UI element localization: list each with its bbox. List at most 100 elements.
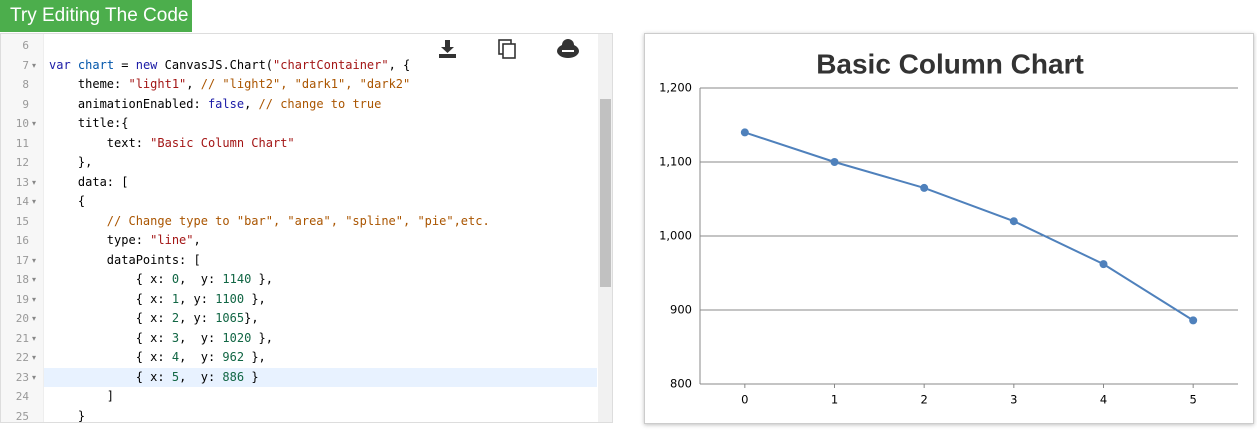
line-number: 10	[15, 117, 29, 130]
code-token: }	[49, 408, 86, 423]
code-token: 1065	[215, 311, 245, 325]
data-point	[1099, 260, 1108, 269]
code-token: { x:	[49, 369, 172, 384]
code-line: ]	[49, 387, 114, 407]
code-token: }	[244, 369, 259, 384]
copy-icon[interactable]	[498, 39, 516, 59]
x-tick-label: 3	[1010, 393, 1017, 407]
line-number: 17	[15, 253, 29, 267]
code-token: 1	[171, 291, 180, 306]
code-editor[interactable]: 6 7 ▾ 8 9 10 ▾ 11 12 13 ▾ 14 ▾ 15 16 17 ▾ 18 ▾ 19 ▾ 20 ▾ 21 ▾ 22 ▾…	[0, 33, 613, 423]
code-line: dataPoints: [	[49, 251, 201, 271]
code-token: , y:	[179, 311, 216, 325]
line-number: 11	[15, 136, 29, 150]
data-point	[740, 128, 749, 137]
code-token: },	[49, 155, 93, 169]
code-token: , y:	[179, 369, 223, 384]
code-line: theme: "light1", // "light2", "dark1", "…	[49, 75, 410, 95]
data-point	[830, 158, 839, 166]
code-line: { x: 5, y: 886 }	[49, 368, 259, 388]
cloud-icon[interactable]	[557, 39, 579, 58]
line-number: 23	[15, 370, 29, 384]
y-tick-label: 1,100	[659, 155, 692, 169]
x-tick-label: 4	[1100, 393, 1107, 407]
line-number: 22	[15, 351, 29, 364]
x-tick-label: 2	[921, 393, 928, 407]
y-tick-label: 1,200	[659, 81, 692, 95]
code-token: false	[207, 96, 245, 111]
gutter: 6 7 ▾ 8 9 10 ▾ 11 12 13 ▾ 14 ▾ 15 16 17 ▾ 18 ▾ 19 ▾ 20 ▾ 21 ▾ 22 ▾…	[1, 34, 44, 422]
scrollbar[interactable]	[598, 34, 612, 422]
code-token: "Basic Column Chart"	[150, 135, 295, 150]
line-number: 20	[15, 312, 29, 325]
code-line: { x: 3, y: 1020 },	[49, 329, 273, 349]
line-number: 25	[15, 409, 29, 423]
line-number: 16	[15, 234, 29, 247]
fold-marker: ▾	[32, 372, 37, 382]
line-number: 7	[22, 58, 29, 72]
code-token: { x:	[49, 330, 172, 345]
data-point	[1009, 217, 1018, 226]
code-token: 3	[171, 330, 180, 345]
code-line: {	[49, 192, 85, 212]
code-token: 5	[171, 369, 180, 384]
code-line: // Change type to "bar", "area", "spline…	[49, 212, 490, 232]
fold-marker: ▾	[32, 60, 37, 70]
code-line: title:{	[49, 114, 129, 134]
fold-marker: ▾	[32, 119, 37, 128]
code-token: 4	[171, 350, 180, 364]
code-token: CanvasJS.Chart(	[157, 57, 274, 72]
fold-marker: ▾	[32, 255, 37, 265]
code-line: },	[49, 153, 92, 173]
code-token: ,	[193, 233, 201, 247]
code-token: ,	[186, 77, 201, 91]
code-token: // change to true	[258, 96, 382, 111]
code-token: { x:	[49, 311, 172, 325]
code-token: },	[244, 350, 266, 364]
fold-marker: ▾	[32, 333, 37, 343]
code-token: "line"	[150, 233, 194, 247]
code-token: dataPoints: [	[49, 252, 201, 267]
code-line: { x: 1, y: 1100 },	[49, 290, 266, 310]
code-token: },	[244, 311, 259, 325]
code-token: { x:	[49, 291, 172, 306]
line-number: 24	[15, 390, 29, 403]
code-token: =	[114, 57, 136, 72]
code-line: text: "Basic Column Chart"	[49, 134, 295, 154]
code-token	[49, 214, 107, 228]
fold-marker: ▾	[32, 353, 37, 362]
line-number: 19	[15, 292, 29, 306]
line-number: 14	[15, 195, 29, 208]
code-token: 2	[171, 311, 180, 325]
active-line-highlight	[44, 367, 597, 387]
line-number: 8	[22, 78, 29, 91]
fold-marker: ▾	[32, 294, 37, 304]
code-token: var	[49, 57, 71, 72]
code-line: type: "line",	[49, 231, 201, 251]
code-token: {	[49, 194, 86, 208]
fold-marker: ▾	[32, 177, 37, 187]
code-token: , y:	[179, 350, 223, 364]
line-number: 13	[15, 175, 29, 189]
x-tick-label: 0	[741, 393, 748, 407]
code-token: // Change type to "bar", "area", "spline…	[106, 213, 490, 228]
code-line: { x: 0, y: 1140 },	[49, 270, 273, 290]
data-point	[920, 183, 929, 192]
code-line: { x: 2, y: 1065},	[49, 309, 259, 329]
code-line: animationEnabled: false, // change to tr…	[49, 95, 381, 115]
scroll-thumb[interactable]	[600, 99, 611, 287]
code-token: 1020	[222, 330, 252, 345]
code-token: ,	[244, 96, 259, 111]
code-token: "chartContainer"	[273, 57, 389, 72]
try-editing-button[interactable]: Try Editing The Code	[0, 0, 192, 32]
download-icon[interactable]	[439, 40, 456, 58]
code-token	[71, 58, 78, 72]
code-token: chart	[77, 57, 115, 72]
y-tick-label: 1,000	[659, 229, 692, 243]
code-line: data: [	[49, 173, 129, 193]
code-token: { x:	[49, 272, 172, 286]
chart-title: Basic Column Chart	[816, 48, 1084, 79]
code-token: 1140	[222, 272, 252, 286]
code-token: 1100	[215, 291, 245, 306]
